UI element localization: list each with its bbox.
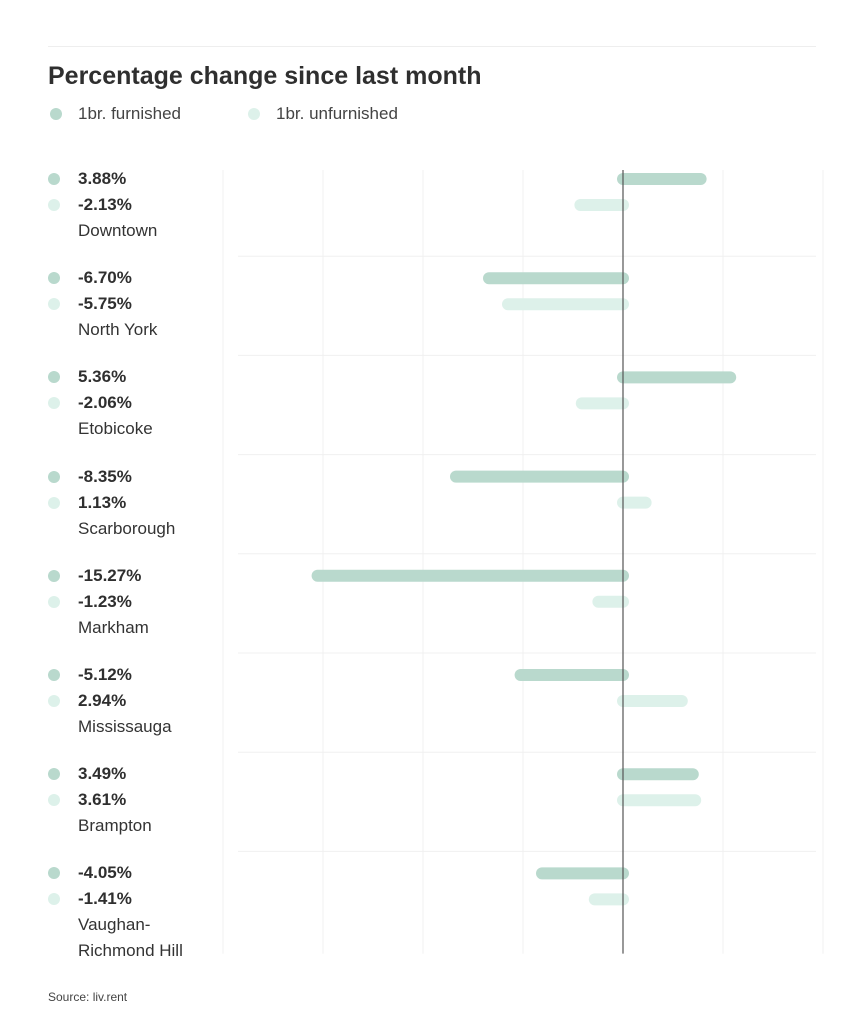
source-note: Source: liv.rent [48, 990, 128, 1004]
data-label: 1.13% [78, 492, 127, 512]
series-dot-icon [48, 397, 60, 410]
series-dot-icon [48, 470, 60, 483]
category-label-line: Downtown [78, 221, 158, 240]
category-label-line: Richmond Hill [78, 941, 183, 961]
series-dot-icon [48, 199, 60, 211]
data-label: 3.61% [78, 790, 127, 810]
bar-unfurnished [575, 397, 629, 410]
value-label-unfurnished: 3.61% [48, 789, 126, 811]
value-label-furnished: -6.70% [48, 267, 132, 289]
category-label: Vaughan- Richmond Hill [78, 912, 248, 964]
series-dot-icon [48, 893, 60, 906]
series-dot-icon [48, 595, 60, 608]
bar-furnished [536, 867, 629, 880]
bar-furnished [483, 272, 629, 285]
value-label-furnished: -15.27% [48, 565, 141, 587]
bar-unfurnished [592, 595, 629, 608]
category-label: Etobicoke [78, 416, 248, 442]
data-label: -4.05% [78, 863, 132, 883]
category-label-line: Vaughan- [78, 915, 151, 935]
category-label: Scarborough [78, 516, 248, 542]
category-label-line: Markham [78, 617, 149, 637]
bar-furnished [617, 371, 737, 384]
bar-unfurnished [617, 794, 702, 807]
series-dot-icon [48, 794, 60, 807]
bar-unfurnished [588, 893, 629, 906]
legend-furnished-dot-icon [50, 108, 62, 120]
category-label: Markham [78, 615, 248, 641]
series-dot-icon [48, 371, 60, 384]
data-label: 5.36% [78, 367, 127, 387]
category-label: Downtown [78, 218, 248, 244]
value-label-unfurnished: 2.94% [48, 690, 126, 712]
series-dot-icon [48, 768, 60, 781]
bar-unfurnished [502, 298, 629, 311]
value-label-unfurnished: -1.41% [48, 888, 132, 910]
value-label-furnished: -4.05% [48, 862, 132, 884]
category-label-line: Scarborough [78, 518, 176, 538]
bar-furnished [514, 669, 629, 681]
data-label: -5.12% [78, 665, 132, 684]
value-label-unfurnished: -2.06% [48, 392, 132, 414]
legend-unfurnished-dot-icon [248, 108, 260, 120]
top-divider [48, 46, 816, 47]
series-dot-icon [48, 669, 60, 681]
series-dot-icon [48, 298, 60, 311]
value-label-unfurnished: -2.13% [48, 194, 132, 216]
bar-furnished [450, 470, 629, 483]
series-dot-icon [48, 272, 60, 285]
category-label-line: Brampton [78, 816, 152, 836]
data-label: -15.27% [78, 565, 142, 585]
category-label-line: North York [78, 320, 158, 340]
data-label: -5.75% [78, 294, 132, 314]
bar-unfurnished [617, 496, 652, 509]
value-label-unfurnished: -5.75% [48, 293, 132, 315]
category-label-line: Mississauga [78, 717, 172, 736]
legend-item-unfurnished: 1br. unfurnished [248, 104, 398, 124]
data-label: 3.49% [78, 764, 127, 784]
data-label: -8.35% [78, 466, 132, 486]
series-dot-icon [48, 173, 60, 185]
value-label-furnished: 5.36% [48, 366, 126, 388]
category-label: Brampton [78, 813, 248, 839]
legend-unfurnished-label: 1br. unfurnished [276, 104, 398, 123]
bar-furnished [617, 173, 707, 185]
legend-item-furnished: 1br. furnished [50, 104, 181, 124]
value-label-unfurnished: -1.23% [48, 591, 132, 613]
data-label: 2.94% [78, 691, 127, 710]
bar-unfurnished [574, 199, 629, 211]
bar-unfurnished [617, 695, 688, 707]
series-dot-icon [48, 496, 60, 509]
value-label-furnished: -5.12% [48, 664, 132, 686]
legend-furnished-label: 1br. furnished [78, 104, 182, 123]
bar-furnished [617, 768, 699, 781]
category-label: Mississauga [78, 714, 248, 740]
data-label: -6.70% [78, 268, 132, 288]
value-label-furnished: 3.88% [48, 168, 126, 190]
value-label-furnished: 3.49% [48, 763, 126, 785]
category-label: North York [78, 317, 248, 343]
chart-title: Percentage change since last month [48, 62, 482, 90]
series-dot-icon [48, 569, 60, 582]
category-label-line: Etobicoke [78, 419, 153, 439]
data-label: -1.41% [78, 889, 132, 909]
series-dot-icon [48, 867, 60, 880]
value-label-furnished: -8.35% [48, 466, 132, 488]
data-label: -1.23% [78, 591, 132, 611]
data-label: 3.88% [78, 169, 127, 188]
series-dot-icon [48, 695, 60, 707]
bar-furnished [311, 569, 629, 582]
data-label: -2.06% [78, 393, 132, 413]
data-label: -2.13% [78, 195, 132, 214]
value-label-unfurnished: 1.13% [48, 492, 126, 514]
